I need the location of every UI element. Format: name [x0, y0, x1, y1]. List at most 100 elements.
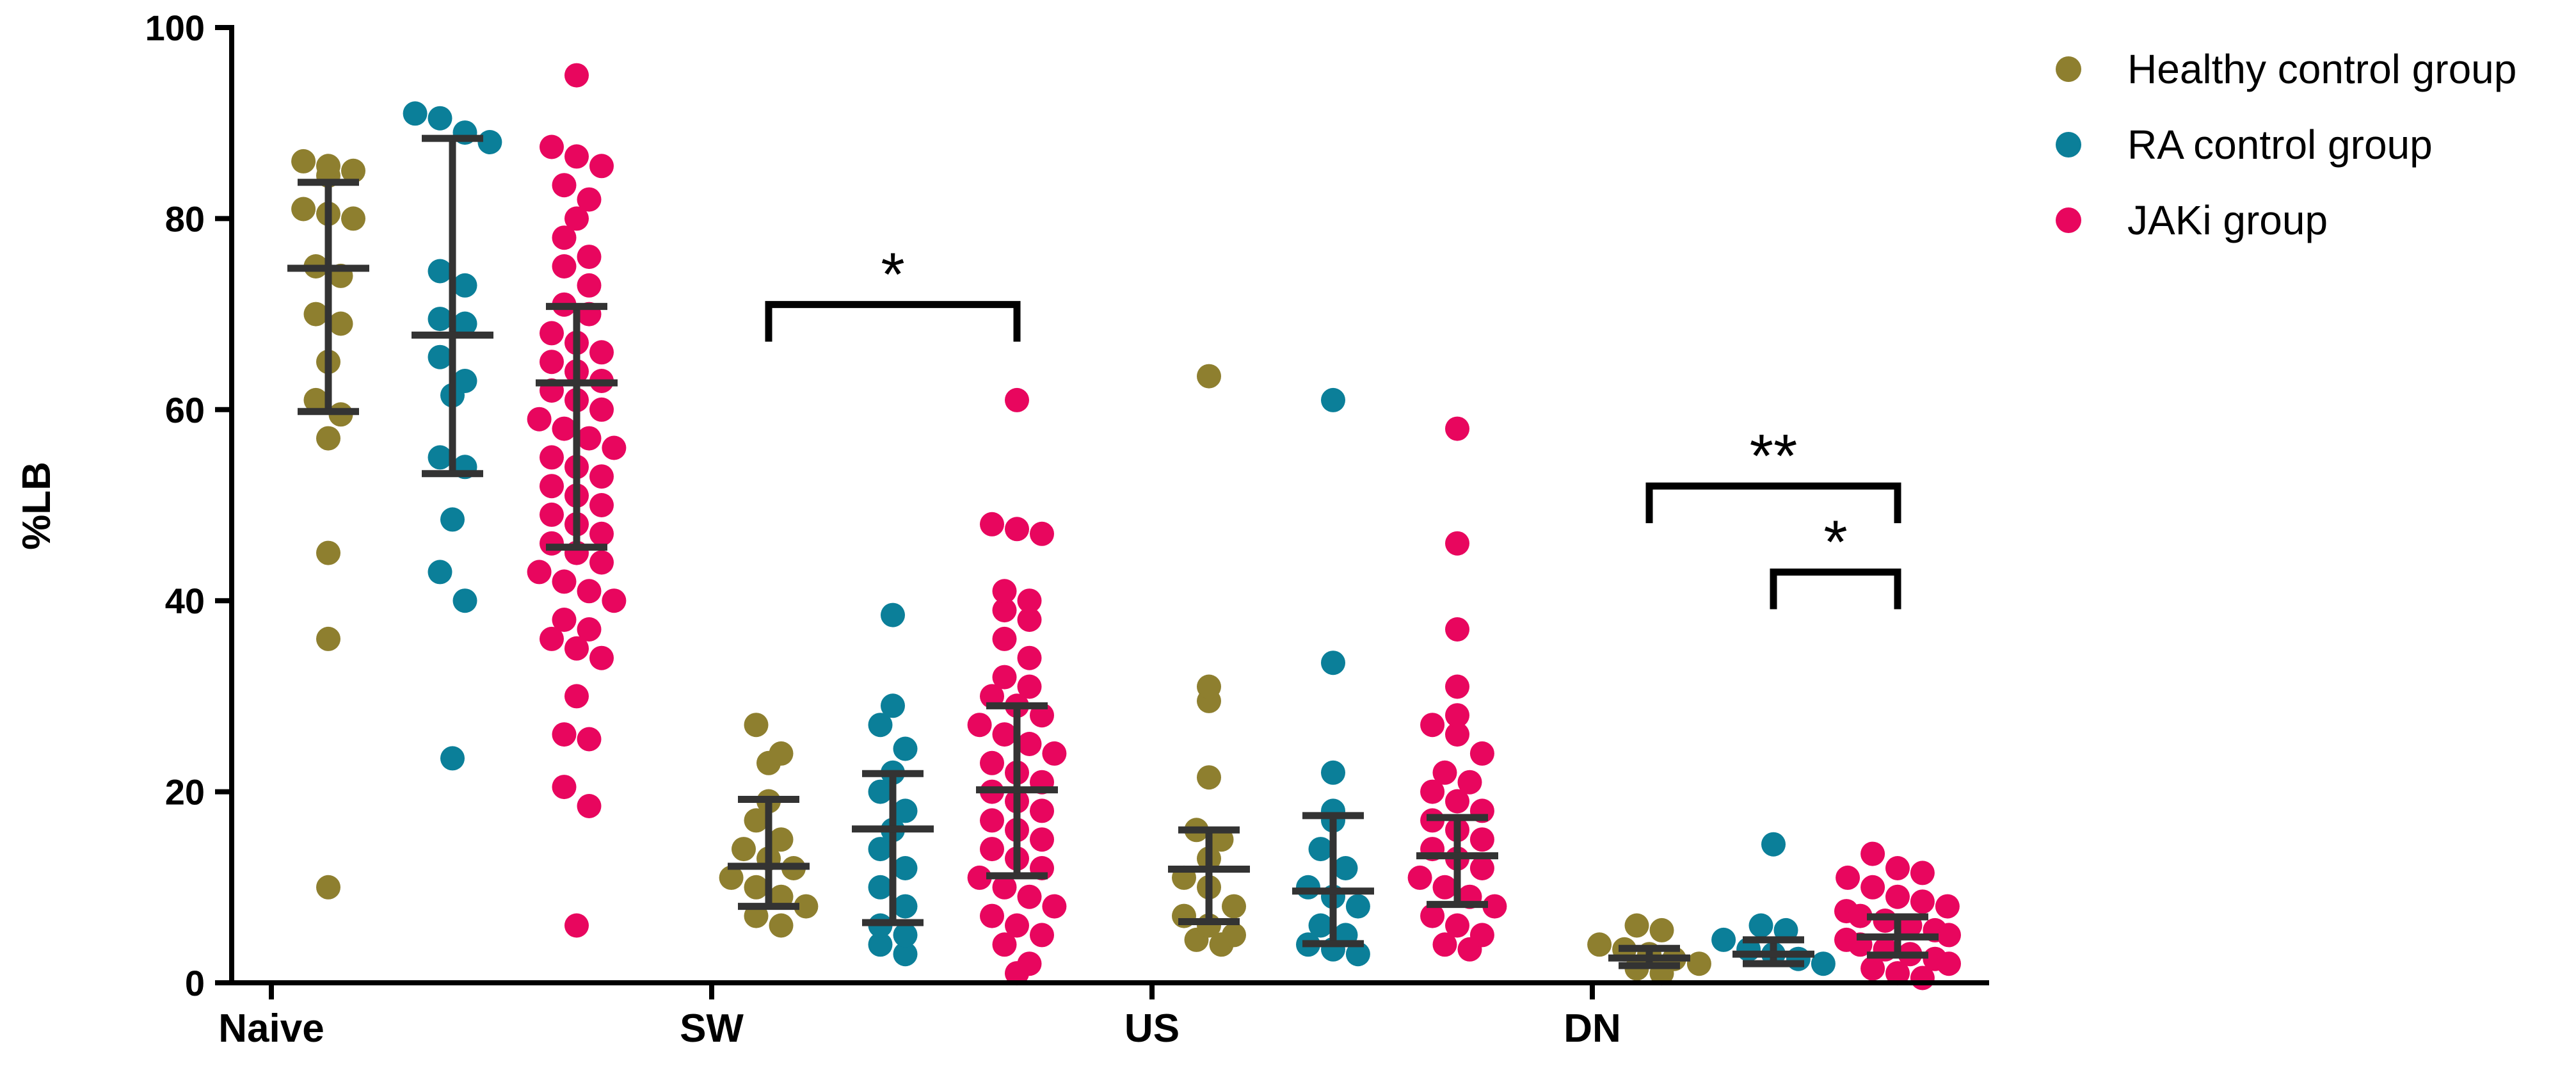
- data-point: [992, 598, 1017, 623]
- data-point: [1321, 760, 1345, 785]
- data-point: [1030, 827, 1054, 852]
- data-point: [589, 521, 614, 546]
- data-point: [1445, 531, 1469, 556]
- data-point: [1686, 951, 1711, 976]
- data-point: [1432, 875, 1457, 900]
- data-point: [577, 579, 602, 604]
- data-point: [452, 588, 477, 613]
- data-point: [564, 636, 589, 661]
- data-point: [1407, 865, 1432, 890]
- data-point: [1469, 923, 1494, 948]
- significance-layer: ****: [765, 241, 1901, 610]
- data-point: [744, 713, 769, 738]
- data-point: [440, 746, 465, 771]
- data-point: [1860, 841, 1885, 866]
- data-point: [428, 259, 452, 284]
- data-point: [552, 254, 577, 279]
- data-point: [1017, 588, 1042, 613]
- data-point: [1017, 674, 1042, 699]
- data-point: [1786, 946, 1811, 971]
- data-point: [1296, 875, 1320, 900]
- legend-item: RA control group: [2056, 122, 2433, 168]
- data-point: [428, 445, 452, 470]
- data-point: [602, 435, 627, 460]
- data-point: [1030, 521, 1054, 546]
- significance-label: *: [881, 241, 904, 309]
- data-point: [564, 684, 589, 709]
- data-point: [589, 645, 614, 670]
- data-point: [992, 626, 1017, 651]
- data-point: [1885, 856, 1910, 880]
- data-point: [341, 206, 365, 231]
- data-point: [1445, 703, 1469, 728]
- data-point: [564, 206, 589, 231]
- data-point: [577, 273, 602, 298]
- data-point: [403, 101, 428, 126]
- error-bar: [287, 179, 369, 416]
- data-point: [577, 794, 602, 818]
- y-tick-label: 100: [145, 8, 205, 48]
- data-point: [967, 713, 992, 738]
- data-point: [564, 913, 589, 938]
- data-point: [552, 608, 577, 632]
- data-point: [1197, 674, 1221, 699]
- data-point: [1482, 894, 1507, 919]
- legend-marker: [2056, 132, 2081, 158]
- data-point: [577, 617, 602, 642]
- y-axis-ticks: 0 20 40 60 80 100: [145, 8, 232, 1003]
- x-tick-label: US: [1124, 1006, 1180, 1051]
- data-point: [589, 397, 614, 422]
- data-point: [893, 942, 918, 967]
- data-point: [527, 407, 552, 432]
- data-point: [540, 531, 564, 556]
- data-point: [1017, 608, 1042, 632]
- data-point: [1935, 894, 1960, 919]
- data-point: [477, 130, 502, 154]
- x-axis-ticks: Naive SW US DN: [218, 983, 1621, 1051]
- data-point: [316, 426, 340, 451]
- data-point: [992, 579, 1017, 604]
- data-point: [980, 750, 1004, 775]
- error-bar: [1168, 826, 1250, 926]
- data-point: [1457, 770, 1482, 795]
- error-bar: [1732, 936, 1814, 967]
- data-point: [564, 144, 589, 169]
- y-tick-label: 80: [165, 198, 205, 239]
- data-point: [769, 913, 794, 938]
- data-point: [1017, 645, 1042, 670]
- data-point: [1308, 913, 1333, 938]
- data-point: [1308, 837, 1333, 862]
- data-point: [1420, 713, 1445, 738]
- data-point: [1432, 932, 1457, 957]
- legend-item: Healthy control group: [2056, 46, 2516, 92]
- data-point: [992, 665, 1017, 690]
- bracket-line: [1645, 482, 1901, 524]
- legend-marker: [2056, 207, 2081, 233]
- data-point: [316, 875, 340, 900]
- data-point: [540, 626, 564, 651]
- data-point: [769, 741, 794, 766]
- error-bar: [1292, 812, 1374, 948]
- data-point: [589, 550, 614, 575]
- error-bar: [728, 796, 810, 910]
- legend-label: Healthy control group: [2127, 46, 2516, 92]
- data-point: [1873, 909, 1898, 933]
- error-bars-layer: [287, 134, 1939, 969]
- error-bar: [1608, 944, 1690, 969]
- bracket-line: [765, 301, 1021, 342]
- data-point: [1910, 861, 1935, 885]
- x-tick-label: SW: [680, 1006, 744, 1051]
- data-point: [428, 560, 452, 585]
- data-point: [1711, 927, 1736, 952]
- data-point: [452, 369, 477, 393]
- data-point: [992, 932, 1017, 957]
- data-point: [540, 134, 564, 159]
- y-tick-label: 0: [185, 963, 205, 1003]
- data-point: [1005, 387, 1029, 412]
- data-point: [992, 875, 1017, 900]
- legend-marker: [2056, 56, 2081, 82]
- data-point: [1030, 798, 1054, 823]
- data-point: [1333, 856, 1358, 880]
